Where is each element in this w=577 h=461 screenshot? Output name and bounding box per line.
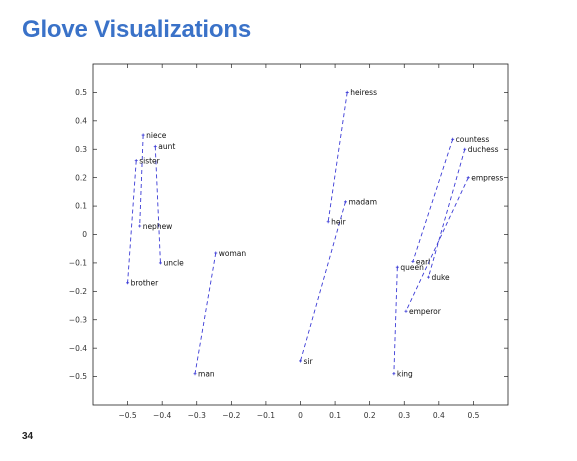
point-label-duchess: duchess bbox=[468, 145, 499, 154]
y-tick-label: 0.3 bbox=[75, 145, 87, 154]
point-marker-empress bbox=[466, 176, 470, 180]
x-tick-label: −0.2 bbox=[222, 411, 240, 420]
pair-line-empress-emperor bbox=[405, 177, 469, 312]
point-marker-brother bbox=[126, 281, 130, 285]
point-label-woman: woman bbox=[219, 249, 247, 258]
point-label-duke: duke bbox=[431, 273, 450, 282]
y-tick-label: −0.3 bbox=[69, 315, 87, 324]
x-tick-label: 0 bbox=[298, 411, 303, 420]
y-tick-label: 0.2 bbox=[75, 173, 87, 182]
x-tick-label: 0.4 bbox=[433, 411, 445, 420]
x-tick-label: −0.4 bbox=[153, 411, 171, 420]
x-tick-label: −0.5 bbox=[118, 411, 136, 420]
point-marker-countess bbox=[451, 137, 455, 141]
point-label-madam: madam bbox=[348, 198, 377, 207]
point-marker-uncle bbox=[158, 261, 162, 265]
pair-line-queen-king bbox=[393, 267, 398, 374]
y-tick-label: 0.4 bbox=[75, 116, 87, 125]
point-marker-aunt bbox=[153, 144, 157, 148]
point-label-emperor: emperor bbox=[409, 307, 442, 316]
point-marker-queen bbox=[395, 265, 399, 269]
pair-line-heiress-heir bbox=[327, 92, 348, 222]
point-label-uncle: uncle bbox=[163, 259, 184, 268]
point-label-sir: sir bbox=[304, 357, 314, 366]
slide-title: Glove Visualizations bbox=[22, 16, 251, 43]
x-tick-label: 0.2 bbox=[364, 411, 376, 420]
pair-line-sister-brother bbox=[127, 160, 137, 283]
point-marker-heir bbox=[326, 220, 330, 224]
point-marker-man bbox=[193, 372, 197, 376]
point-label-queen: queen bbox=[400, 263, 424, 272]
points-group: niece aunt sister nephew uncle brother woman ma… bbox=[126, 88, 503, 379]
point-marker-king bbox=[392, 372, 396, 376]
pair-line-aunt-uncle bbox=[154, 146, 161, 263]
point-marker-nephew bbox=[138, 224, 142, 228]
point-marker-sir bbox=[299, 359, 302, 363]
point-label-king: king bbox=[397, 370, 413, 379]
x-tick-label: 0.3 bbox=[398, 411, 410, 420]
point-label-countess: countess bbox=[456, 135, 490, 144]
point-marker-heiress bbox=[345, 90, 349, 94]
x-tick-label: −0.3 bbox=[188, 411, 206, 420]
x-tick-label: −0.1 bbox=[257, 411, 275, 420]
pair-line-niece-nephew bbox=[139, 135, 144, 226]
y-tick-label: 0.1 bbox=[75, 202, 87, 211]
point-marker-sister bbox=[134, 159, 138, 163]
x-tick-label: 0.1 bbox=[329, 411, 341, 420]
point-label-aunt: aunt bbox=[158, 142, 175, 151]
plot-axes-box bbox=[92, 63, 509, 406]
point-marker-duke bbox=[426, 275, 430, 279]
point-marker-earl bbox=[411, 259, 415, 263]
page-number: 34 bbox=[22, 431, 34, 442]
pair-line-countess-earl bbox=[412, 139, 454, 262]
point-label-man: man bbox=[198, 370, 215, 379]
point-label-earl: earl bbox=[416, 257, 430, 266]
pair-line-woman-man bbox=[194, 252, 217, 374]
point-label-sister: sister bbox=[139, 156, 160, 165]
y-tick-label: 0 bbox=[82, 230, 87, 239]
x-tick-label: 0.5 bbox=[467, 411, 479, 420]
point-label-brother: brother bbox=[131, 279, 160, 288]
point-label-niece: niece bbox=[146, 131, 167, 140]
y-tick-label: −0.5 bbox=[69, 372, 87, 381]
pair-line-duchess-duke bbox=[428, 149, 466, 278]
point-label-heir: heir bbox=[331, 218, 346, 227]
y-tick-label: 0.5 bbox=[75, 88, 87, 97]
point-label-heiress: heiress bbox=[350, 88, 377, 97]
y-tick-label: −0.1 bbox=[69, 259, 87, 268]
point-marker-duchess bbox=[463, 147, 467, 151]
axis-ticks-group: −0.5 −0.4 −0.3 −0.2 −0.1 0 0.1 0.2 0.3 0.4 0.5 0.5 0… bbox=[69, 64, 508, 420]
point-label-nephew: nephew bbox=[143, 222, 173, 231]
pair-lines-group bbox=[127, 92, 469, 374]
y-tick-label: −0.4 bbox=[69, 344, 87, 353]
point-label-empress: empress bbox=[471, 173, 503, 182]
point-marker-madam bbox=[343, 200, 347, 204]
y-tick-label: −0.2 bbox=[69, 287, 87, 296]
point-marker-woman bbox=[214, 251, 218, 255]
point-marker-emperor bbox=[404, 309, 408, 313]
point-marker-niece bbox=[141, 133, 145, 137]
